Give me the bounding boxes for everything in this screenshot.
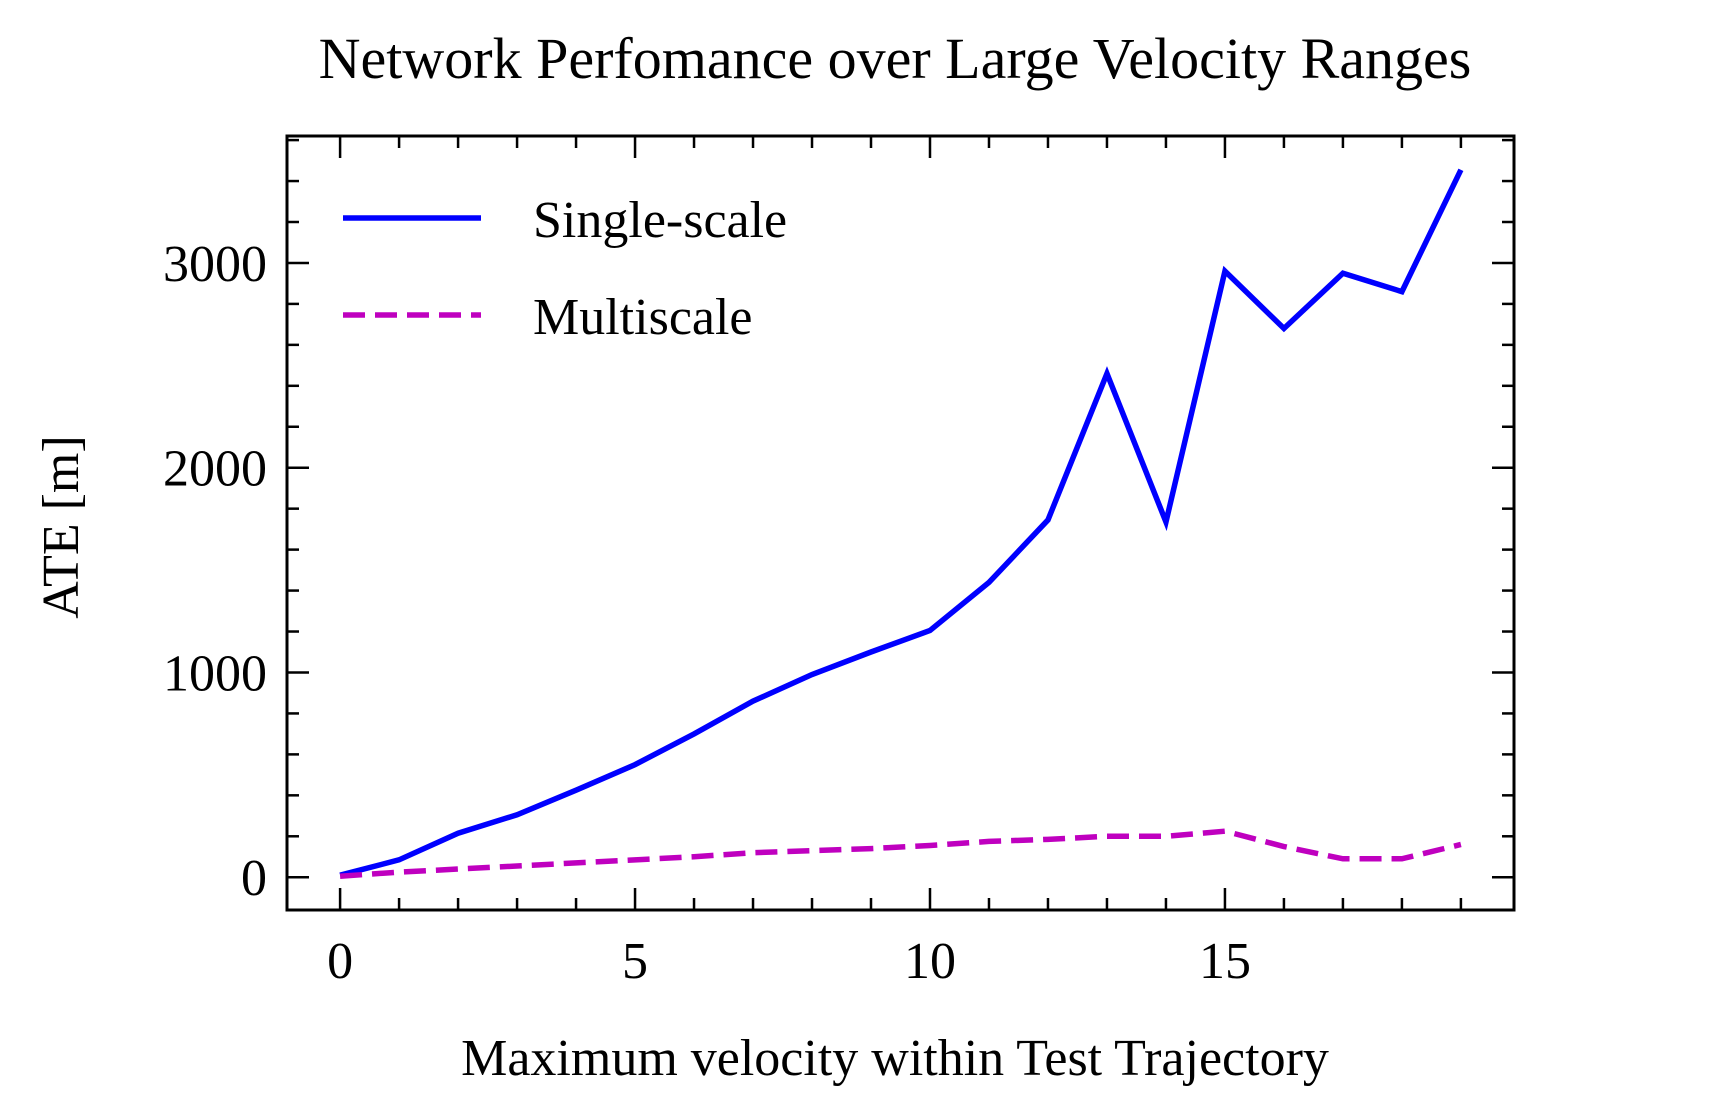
x-tick-label-15: 15 [1199,933,1251,990]
axes-frame [285,134,1516,912]
chart-title: Network Perfomance over Large Velocity R… [319,26,1472,91]
y-tick-label-1000: 1000 [163,645,267,702]
legend: Single-scale Multiscale [343,192,787,346]
y-tick-label-3000: 3000 [163,236,267,293]
legend-label-1: Single-scale [533,192,787,249]
x-axis-label: Maximum velocity within Test Trajectory [461,1030,1329,1087]
x-tick-label-0: 0 [327,933,353,990]
series-line-single-scale [339,168,1464,878]
x-tick-label-10: 10 [904,933,956,990]
y-tick-label-2000: 2000 [163,441,267,498]
y-axis-label: ATE [m] [33,435,90,618]
series-line-multiscale [339,828,1462,879]
x-tick-label-5: 5 [622,933,648,990]
y-tick-label-0: 0 [241,850,267,907]
plot-area: 0 5 10 15 0 1000 2000 3000 [163,134,1516,990]
legend-label-2: Multiscale [533,289,753,346]
